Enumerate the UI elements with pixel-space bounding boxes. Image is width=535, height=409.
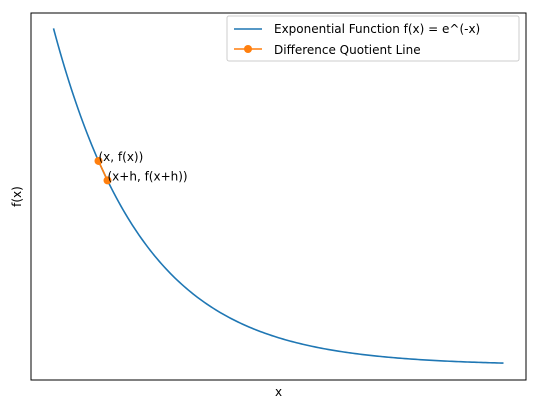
difference-quotient-markers [94, 156, 112, 185]
y-axis-label: f(x) [10, 186, 24, 207]
plot-area: (x, f(x)) (x+h, f(x+h)) [30, 12, 527, 381]
annotations: (x, f(x)) (x+h, f(x+h)) [99, 150, 188, 183]
legend-marker-difference-quotient [244, 45, 252, 53]
legend-box [226, 15, 520, 62]
legend: Exponential Function f(x) = e^(-x) Diffe… [226, 15, 520, 62]
exponential-curve [52, 28, 504, 364]
difference-quotient-point [103, 176, 112, 185]
point-annotation: (x, f(x)) [99, 150, 144, 164]
legend-label-difference-quotient: Difference Quotient Line [274, 43, 421, 57]
point-annotation: (x+h, f(x+h)) [108, 169, 188, 183]
axes-frame [30, 12, 527, 381]
x-axis-label: x [275, 385, 282, 399]
legend-label-exponential: Exponential Function f(x) = e^(-x) [274, 22, 480, 36]
difference-quotient-point [94, 156, 103, 165]
